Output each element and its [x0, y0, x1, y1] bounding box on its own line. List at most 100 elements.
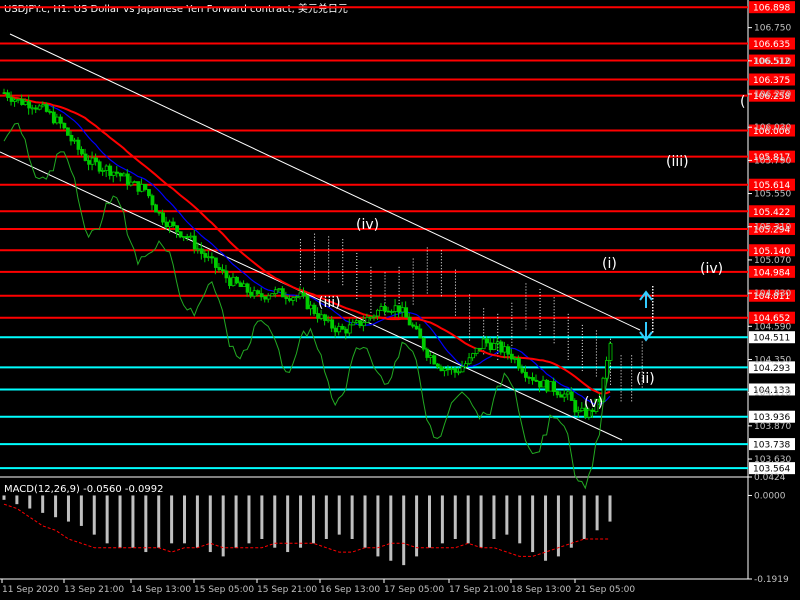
- candle-body: [118, 172, 123, 177]
- cloud-dot: [595, 372, 597, 374]
- cloud-dot: [398, 278, 400, 280]
- cloud-dot: [356, 256, 358, 258]
- time-axis-ticks: 11 Sep 2020 13 Sep 21:00 14 Sep 13:00 15 Se…: [1, 579, 635, 595]
- candle-body: [386, 310, 391, 313]
- cloud-dot: [454, 284, 456, 286]
- cloud-dot: [299, 248, 301, 250]
- candle-body: [566, 391, 571, 395]
- cloud-dot: [631, 373, 633, 375]
- candle-body: [266, 295, 271, 300]
- cloud-dot: [511, 326, 513, 328]
- cloud-dot: [426, 292, 428, 294]
- cloud-dot: [567, 328, 569, 330]
- cloud-dot: [641, 353, 643, 355]
- moving-averages: [3, 91, 611, 406]
- candle-body: [238, 282, 243, 287]
- candle-body: [295, 296, 299, 299]
- candle-body: [608, 343, 613, 361]
- candle-body: [245, 283, 250, 293]
- candle-body: [541, 379, 546, 388]
- cloud-dot: [641, 362, 643, 364]
- candle-body: [562, 393, 567, 398]
- candle-body: [55, 116, 60, 124]
- cloud-dot: [328, 263, 330, 265]
- candle-body: [316, 313, 320, 319]
- candle-body: [464, 363, 468, 368]
- cloud-dot: [641, 368, 643, 370]
- cloud-dot: [314, 275, 316, 277]
- cloud-dot: [539, 294, 541, 296]
- cloud-dot: [398, 299, 400, 301]
- cloud-dot: [553, 312, 555, 314]
- cloud-dot: [342, 251, 344, 253]
- candle-body: [94, 157, 99, 163]
- cloud-dot: [412, 294, 414, 296]
- cloud-dot: [595, 342, 597, 344]
- cloud-dot: [370, 272, 372, 274]
- cloud-dot: [483, 353, 485, 355]
- cloud-dot: [314, 242, 316, 244]
- cloud-dot: [511, 335, 513, 337]
- cloud-dot: [384, 290, 386, 292]
- cloud-dot: [497, 316, 499, 318]
- cloud-dot: [610, 377, 611, 379]
- candle-body: [538, 380, 542, 388]
- price-tick-label: 105.070: [754, 256, 791, 266]
- cloud-dot: [497, 358, 499, 360]
- cloud-dot: [511, 320, 513, 322]
- cloud-dot: [398, 269, 400, 271]
- candle-body: [559, 394, 564, 398]
- price-tick-label: 106.750: [754, 24, 791, 34]
- cloud-dot: [539, 291, 541, 293]
- candle-body: [20, 98, 25, 105]
- cloud-dot: [384, 293, 386, 295]
- cloud-dot: [440, 295, 442, 297]
- candle-body: [485, 338, 490, 344]
- cloud-dot: [469, 300, 471, 302]
- candle-body: [182, 236, 187, 238]
- price-tick-label: 105.550: [754, 190, 791, 200]
- cloud-dot: [314, 263, 316, 265]
- cloud-dot: [426, 262, 428, 264]
- cloud-dot: [469, 315, 471, 317]
- candle-body: [192, 235, 197, 250]
- cloud-dot: [525, 286, 527, 288]
- cloud-dot: [595, 354, 597, 356]
- cloud-dot: [581, 357, 583, 359]
- cloud-dot: [440, 256, 442, 258]
- cloud-dot: [525, 283, 527, 285]
- cloud-dot: [370, 284, 372, 286]
- cloud-dot: [469, 306, 471, 308]
- cloud-dot: [342, 263, 344, 265]
- candle-body: [404, 307, 409, 318]
- level-labels: 106.898 106.635 106.512 106.375 106.258 106.0…: [749, 1, 795, 475]
- cloud-dot: [511, 314, 513, 316]
- cloud-dot: [314, 239, 316, 241]
- cloud-dot: [328, 254, 330, 256]
- cloud-dot: [370, 269, 372, 271]
- cloud-dot: [398, 296, 400, 298]
- time-tick-label: 15 Sep 05:00: [194, 585, 254, 595]
- cloud-dot: [595, 360, 597, 362]
- cloud-dot: [581, 345, 583, 347]
- cloud-dot: [610, 365, 611, 367]
- cloud-dot: [454, 278, 456, 280]
- cloud-dot: [610, 383, 611, 385]
- candle-body: [450, 368, 454, 371]
- time-tick-label: 17 Sep 21:00: [449, 585, 509, 595]
- candle-body: [273, 289, 278, 295]
- cloud-dot: [620, 361, 622, 363]
- candle-body: [199, 248, 204, 254]
- candle-body: [443, 368, 447, 372]
- cloud-dot: [525, 289, 527, 291]
- oscillator-line: [3, 122, 611, 490]
- candle-body: [495, 341, 500, 344]
- cloud-dot: [631, 376, 633, 378]
- cloud-dot: [299, 269, 301, 271]
- candle-body: [58, 116, 63, 124]
- cloud-dot: [469, 303, 471, 305]
- cloud-dot: [469, 324, 471, 326]
- cloud-dot: [539, 330, 541, 332]
- cloud-dot: [469, 312, 471, 314]
